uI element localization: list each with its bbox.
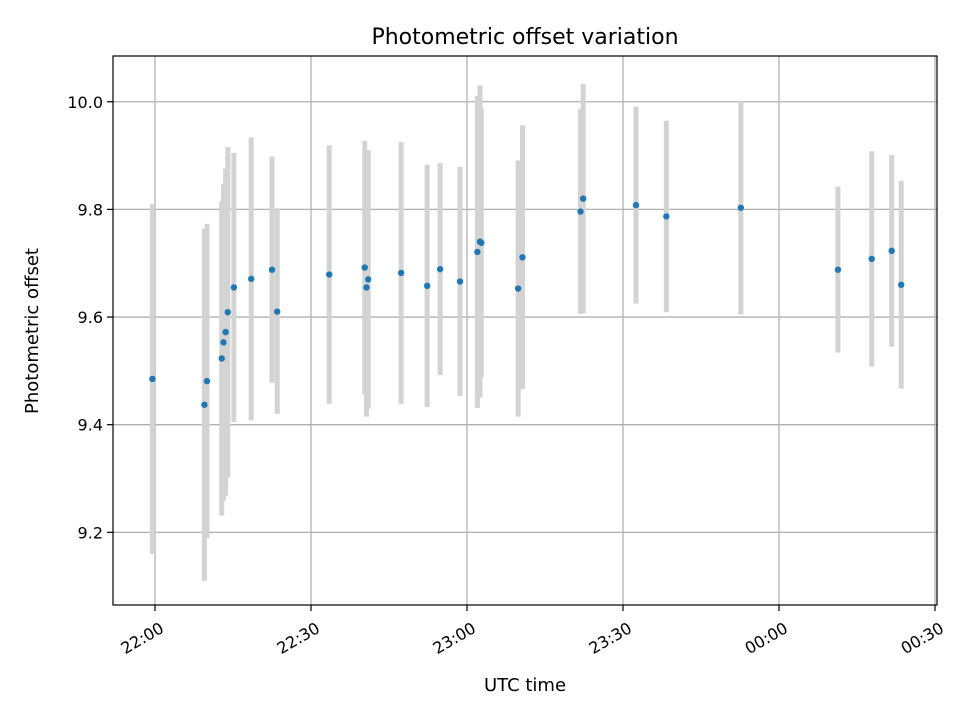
x-axis-label: UTC time	[484, 675, 566, 696]
data-point	[868, 255, 875, 263]
data-point	[149, 375, 156, 383]
y-tick-label: 9.6	[78, 308, 103, 327]
data-point	[456, 278, 464, 285]
x-tick-label: 23:00	[430, 618, 479, 658]
data-point	[218, 355, 225, 362]
data-point	[663, 213, 670, 220]
data-point	[397, 269, 405, 277]
y-tick-label: 9.2	[78, 523, 103, 542]
data-point	[632, 201, 640, 209]
y-tick-label: 9.4	[78, 416, 103, 435]
data-point	[201, 401, 208, 408]
data-point	[436, 265, 444, 273]
y-tick-label: 9.8	[78, 200, 103, 219]
x-tick-label: 22:00	[118, 618, 167, 658]
x-tick-label: 23:30	[586, 618, 635, 658]
data-point	[248, 275, 255, 283]
data-point	[361, 264, 368, 271]
data-point	[326, 271, 333, 278]
data-point	[898, 281, 905, 288]
data-point	[363, 284, 370, 291]
data-point	[737, 204, 745, 211]
x-axis-ticks: 22:00 22:30 23:00 23:30 00:00 00:30	[118, 605, 947, 658]
data-point	[365, 276, 372, 283]
error-bars	[149, 83, 904, 581]
x-tick-label: 22:30	[274, 618, 323, 658]
data-points	[149, 195, 905, 408]
data-point	[222, 328, 229, 336]
data-point	[224, 309, 231, 316]
data-point	[577, 208, 584, 215]
data-point	[834, 266, 842, 273]
chart-title: Photometric offset variation	[371, 25, 678, 50]
y-axis-ticks: 9.2 9.4 9.6 9.8 10.0	[67, 93, 113, 542]
data-point	[478, 239, 485, 246]
data-point	[519, 254, 526, 261]
data-point	[423, 282, 431, 290]
data-point	[888, 247, 895, 255]
data-point	[579, 195, 587, 202]
y-tick-label: 10.0	[67, 93, 103, 112]
data-point	[220, 339, 227, 346]
data-point	[203, 377, 211, 385]
data-point	[268, 266, 276, 273]
data-point	[514, 285, 522, 292]
x-tick-label: 00:00	[742, 618, 791, 658]
data-point	[230, 284, 238, 291]
plot-frame	[112, 55, 938, 606]
grid-lines	[113, 56, 937, 605]
x-tick-label: 00:30	[898, 618, 947, 658]
y-axis-label: Photometric offset	[22, 248, 43, 414]
data-point	[474, 248, 481, 256]
data-point	[274, 308, 281, 315]
